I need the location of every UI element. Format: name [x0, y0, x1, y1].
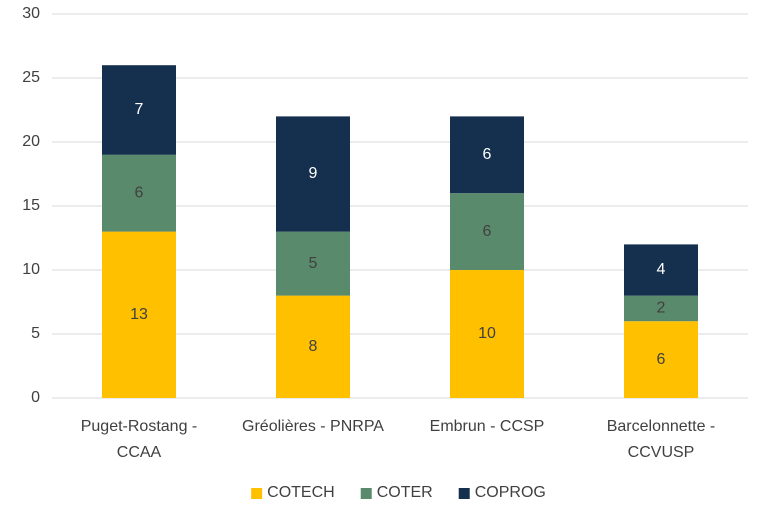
bar-segment — [276, 231, 350, 296]
bar-segment — [450, 116, 524, 194]
data-label: 5 — [309, 255, 318, 272]
bar-segment — [450, 193, 524, 270]
y-tick-label: 25 — [22, 69, 40, 86]
y-tick-label: 10 — [22, 261, 40, 278]
bar-segment — [102, 231, 176, 398]
data-label: 6 — [483, 223, 492, 240]
data-label: 13 — [130, 306, 148, 323]
legend-swatch — [251, 488, 263, 499]
x-tick-label: Puget-Rostang -CCAA — [81, 418, 198, 461]
data-label: 4 — [657, 261, 666, 278]
x-tick-label: Embrun - CCSP — [430, 418, 545, 435]
legend-label: COTER — [377, 484, 433, 501]
y-tick-label: 5 — [31, 325, 40, 342]
bar-segment — [624, 244, 698, 296]
y-tick-label: 15 — [22, 197, 40, 214]
bar-segment — [276, 295, 350, 398]
data-label: 6 — [657, 351, 666, 368]
legend-label: COPROG — [475, 484, 546, 501]
x-tick-label: Gréolières - PNRPA — [242, 418, 384, 435]
bar-segment — [102, 65, 176, 155]
y-tick-label: 20 — [22, 133, 40, 150]
legend-swatch — [360, 488, 372, 499]
data-label: 6 — [483, 146, 492, 163]
data-label: 2 — [657, 300, 666, 317]
x-tick-label: Barcelonnette -CCVUSP — [607, 418, 716, 461]
data-label: 10 — [478, 325, 496, 342]
bar-segment — [624, 321, 698, 398]
legend-label: COTECH — [267, 484, 335, 501]
legend-swatch — [458, 488, 470, 499]
y-tick-label: 0 — [31, 389, 40, 406]
data-label: 7 — [135, 101, 144, 118]
bar-segment — [450, 270, 524, 398]
bar-segment — [102, 154, 176, 232]
data-label: 6 — [135, 184, 144, 201]
data-label: 9 — [309, 165, 318, 182]
bar-segment — [624, 295, 698, 322]
bar-segment — [276, 116, 350, 232]
y-tick-label: 30 — [22, 5, 40, 22]
data-label: 8 — [309, 338, 318, 355]
